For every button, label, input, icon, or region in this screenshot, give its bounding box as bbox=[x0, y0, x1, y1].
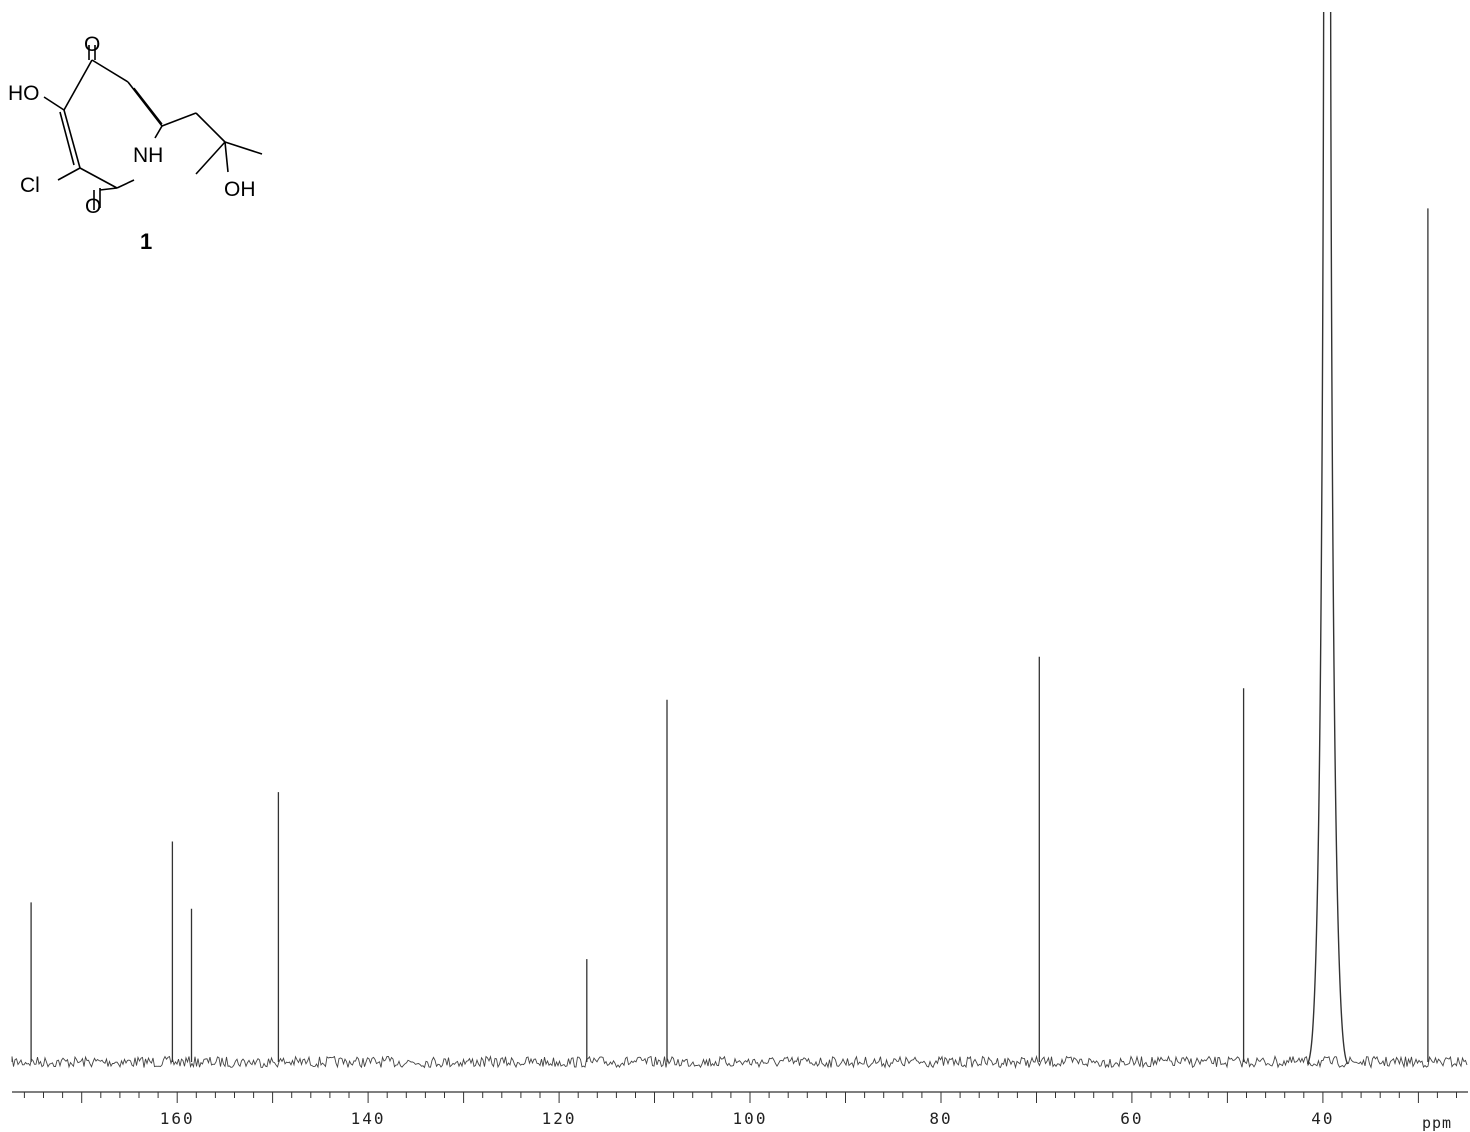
baseline-noise bbox=[11, 1054, 1468, 1070]
x-tick-label: 160 bbox=[160, 1109, 195, 1128]
compound-number: 1 bbox=[140, 229, 152, 254]
x-axis: 160 140 120 100 80 60 40 ppm bbox=[12, 1091, 1468, 1132]
x-axis-unit-label: ppm bbox=[1422, 1114, 1452, 1132]
x-axis-ticks bbox=[23, 1092, 1457, 1103]
atom-o-bottom: O bbox=[85, 195, 101, 218]
peak-solvent bbox=[1307, 11, 1349, 1065]
atom-o-top: O bbox=[84, 33, 100, 56]
atom-oh: OH bbox=[224, 178, 256, 201]
atom-cl: Cl bbox=[20, 174, 40, 197]
chemical-structure: O HO Cl NH O OH 1 bbox=[8, 33, 263, 254]
x-tick-label: 120 bbox=[542, 1109, 577, 1128]
structure-bonds bbox=[43, 45, 263, 210]
x-tick-label: 140 bbox=[351, 1109, 386, 1128]
x-tick-label: 40 bbox=[1311, 1109, 1334, 1128]
x-tick-label: 80 bbox=[929, 1109, 952, 1128]
atom-nh: NH bbox=[133, 144, 163, 167]
x-tick-label: 60 bbox=[1120, 1109, 1143, 1128]
atom-ho: HO bbox=[8, 82, 40, 105]
structure-atom-labels: O HO Cl NH O OH 1 bbox=[8, 33, 256, 254]
x-axis-tick-labels: 160 140 120 100 80 60 40 bbox=[160, 1109, 1334, 1128]
x-tick-label: 100 bbox=[733, 1109, 768, 1128]
peaks bbox=[30, 11, 1429, 1065]
baseline-noise-trace bbox=[11, 1054, 1468, 1070]
